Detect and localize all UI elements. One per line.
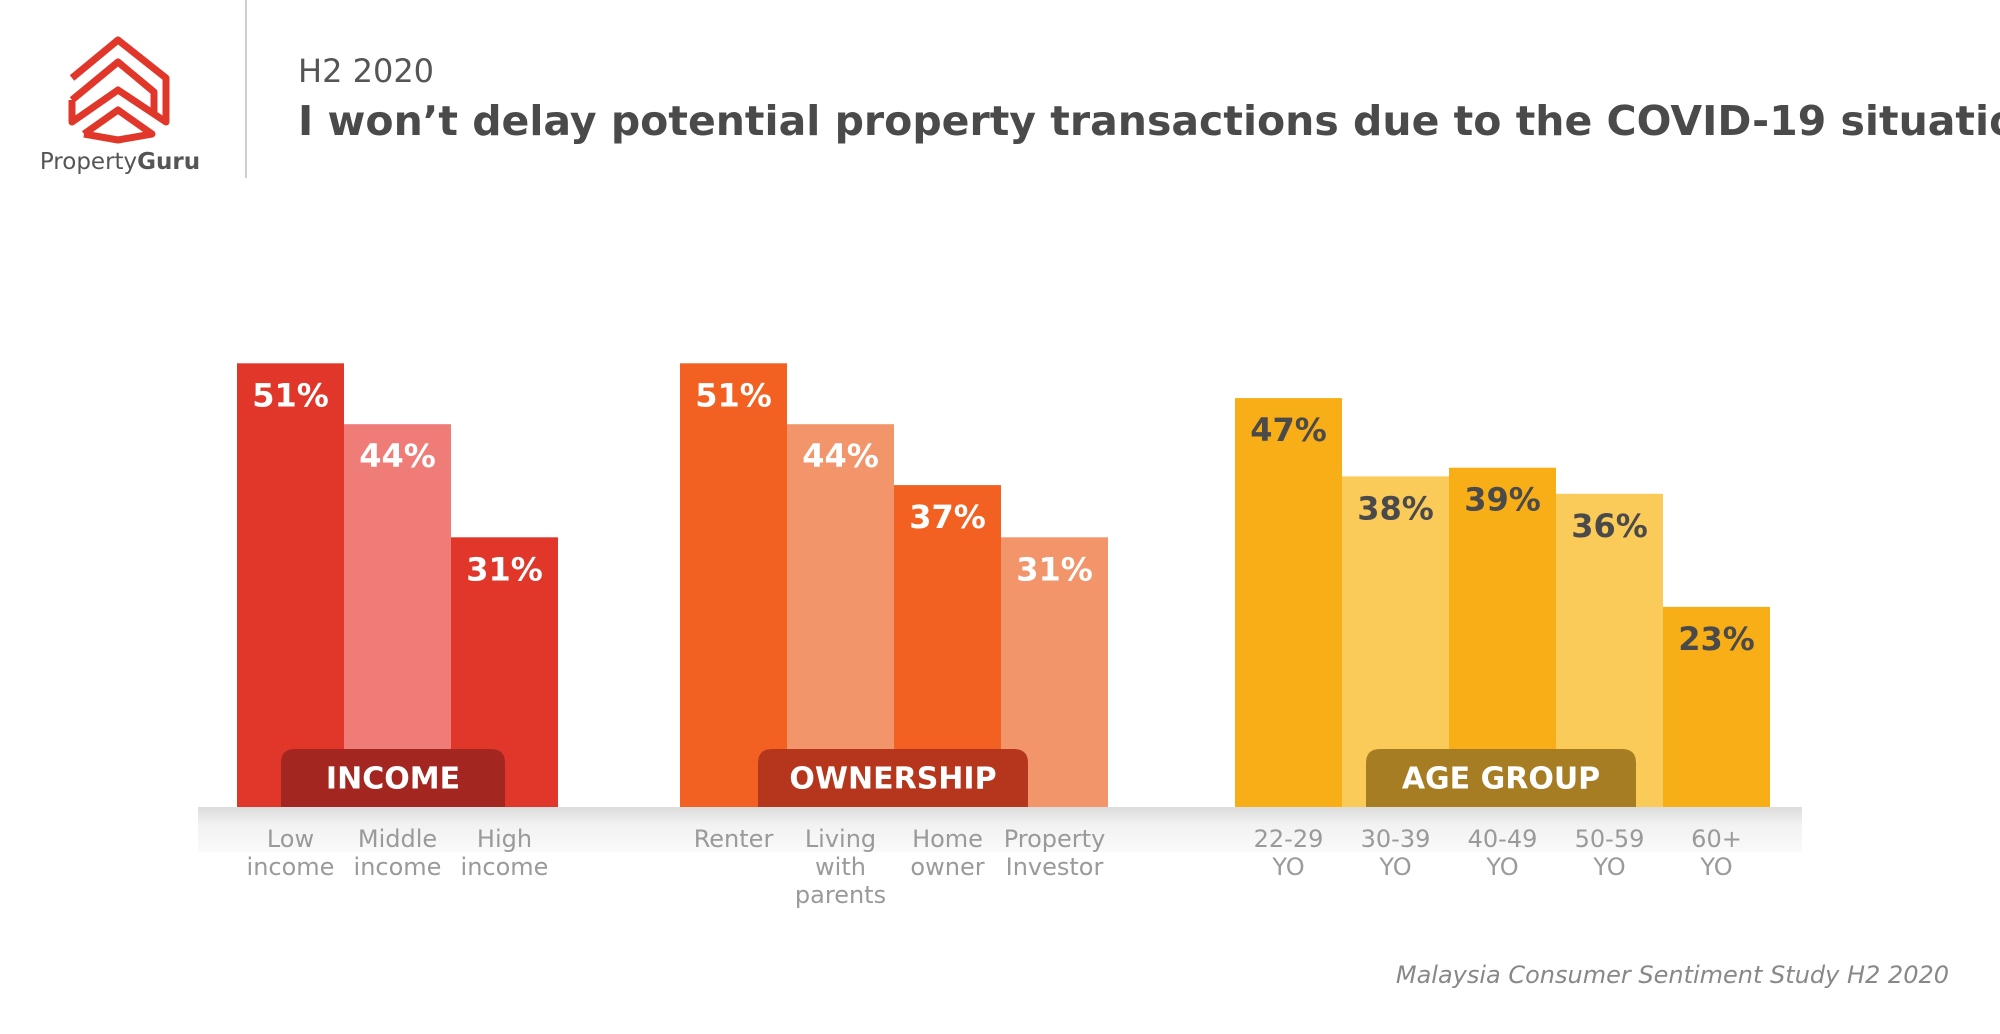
category-label: 22-29 YO: [1254, 825, 1324, 881]
category-label: Property Investor: [1004, 825, 1106, 881]
value-label: 36%: [1571, 507, 1648, 545]
value-label: 31%: [466, 550, 543, 588]
group-badge: [1366, 749, 1636, 807]
brand-part: Property: [40, 149, 137, 175]
group-badge: [281, 749, 505, 807]
group-label: INCOME: [326, 762, 460, 797]
category-label: 50-59 YO: [1575, 825, 1645, 881]
bar: [237, 363, 344, 807]
value-label: 51%: [252, 376, 329, 414]
value-label: 47%: [1250, 411, 1327, 449]
category-label: 30-39 YO: [1361, 825, 1431, 881]
bar: [344, 424, 451, 807]
logo: [68, 36, 170, 144]
category-label: Living with parents: [795, 825, 886, 909]
bar: [787, 424, 894, 807]
value-label: 44%: [359, 437, 436, 475]
group-label: AGE GROUP: [1402, 762, 1600, 797]
group-label: OWNERSHIP: [789, 762, 996, 797]
bar: [1235, 398, 1342, 807]
floor: [198, 807, 1802, 852]
category-label: Middle income: [354, 825, 442, 881]
group-badge: [758, 749, 1028, 807]
source: Malaysia Consumer Sentiment Study H2 202…: [1396, 961, 1949, 989]
plot: 51% Low income 44% Middle income 31% High income…: [237, 363, 1770, 909]
brand: PropertyGuru: [40, 149, 200, 175]
value-label: 31%: [1016, 550, 1093, 588]
category-label: 40-49 YO: [1468, 825, 1538, 881]
category-label: Renter: [694, 825, 774, 853]
category-label: Low income: [247, 825, 335, 881]
category-label: 60+ YO: [1691, 825, 1742, 881]
value-label: 37%: [909, 498, 986, 536]
value-label: 51%: [695, 376, 772, 414]
subtitle: H2 2020: [298, 52, 434, 90]
value-label: 39%: [1464, 481, 1541, 519]
title: I won’t delay potential property transac…: [298, 97, 2000, 145]
value-label: 23%: [1678, 620, 1755, 658]
value-label: 44%: [802, 437, 879, 475]
category-label: Home owner: [910, 825, 984, 881]
bar: [1663, 606, 1770, 807]
value-label: 38%: [1357, 489, 1434, 527]
category-label: High income: [461, 825, 549, 881]
bar: [680, 363, 787, 807]
brand-part: Guru: [137, 149, 200, 175]
